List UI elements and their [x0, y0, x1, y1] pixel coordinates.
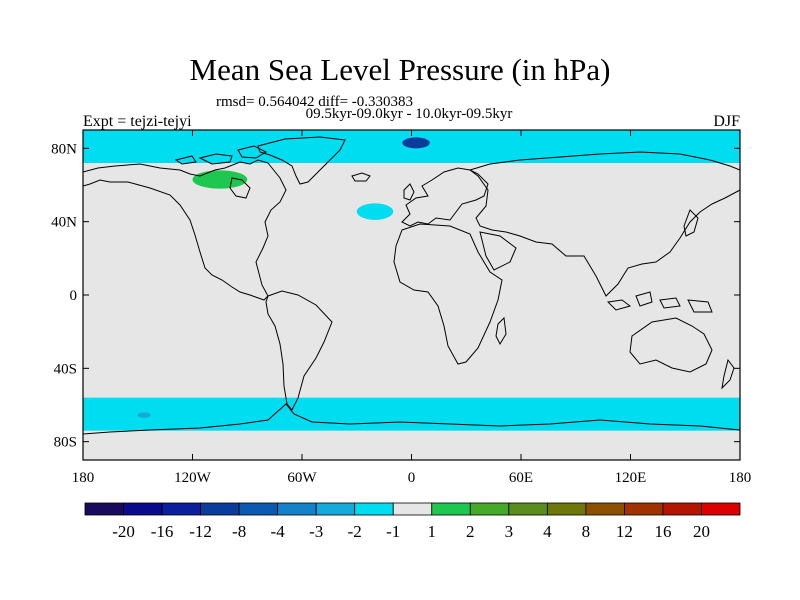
colorbar-swatch-7 [354, 502, 394, 516]
period-text: 09.5kyr-09.0kyr - 10.0kyr-09.5kyr [305, 106, 513, 122]
colorbar-swatch-5 [277, 502, 317, 516]
colorbar-swatch-8 [392, 502, 433, 516]
coastline-british-isles [403, 183, 415, 201]
colorbar-swatch-4 [238, 502, 279, 516]
colorbar-swatch-1 [123, 502, 163, 516]
x-tick-label-2: 60W [287, 470, 317, 486]
x-tick-label-0: 180 [72, 470, 95, 486]
colorbar-label-10: 3 [505, 522, 514, 541]
colorbar-label-3: -8 [232, 522, 246, 541]
coastline-antarctica [83, 403, 740, 435]
y-tick-label-0: 80N [51, 141, 77, 157]
y-tick-label-2: 0 [70, 288, 78, 304]
stats-text: rmsd= 0.564042 diff= -0.330383 [216, 94, 414, 110]
colorbar-swatch-3 [200, 502, 240, 516]
coastline-greenland [257, 136, 346, 185]
colorbar-label-7: -1 [386, 522, 400, 541]
colorbar-label-11: 4 [543, 522, 552, 541]
x-tick-label-1: 120W [174, 470, 212, 486]
colorbar-swatch-11 [508, 502, 548, 516]
coastline-asia [468, 151, 740, 297]
anomaly-region-3 [402, 137, 430, 149]
coastline-africa [393, 223, 503, 365]
axis-ticks: 180 120W 60W 0 60E 120E 180 80N 40N 0 40S 80S [51, 130, 751, 486]
colorbar-label-12: 8 [582, 522, 591, 541]
coastline-canadian-islands [174, 145, 268, 165]
colorbar-label-13: 12 [616, 522, 633, 541]
x-tick-label-3: 0 [408, 470, 416, 486]
colorbar-label-15: 20 [693, 522, 710, 541]
coastline-north-america [83, 159, 287, 301]
y-tick-label-4: 80S [54, 435, 77, 451]
season-label: DJF [713, 113, 740, 130]
colorbar-swatch-15 [662, 502, 702, 516]
colorbar-label-6: -2 [348, 522, 362, 541]
colorbar-swatch-9 [431, 502, 471, 516]
x-tick-label-5: 120E [615, 470, 647, 486]
colorbar-label-0: -20 [112, 522, 135, 541]
experiment-label: Expt = tejzi-tejyi [83, 113, 192, 130]
coastline-madagascar [495, 316, 507, 346]
coastline-new-zealand [721, 358, 735, 390]
colorbar-label-5: -3 [309, 522, 323, 541]
colorbar-swatch-6 [315, 502, 356, 516]
colorbar-swatch-16 [701, 502, 741, 516]
anomaly-region-0 [83, 397, 740, 431]
coastline-indonesia [606, 291, 713, 313]
colorbar-swatch-2 [161, 502, 201, 516]
colorbar-swatch-12 [546, 502, 587, 516]
colorbar-swatch-14 [624, 502, 664, 516]
colorbar-label-4: -4 [271, 522, 286, 541]
y-tick-label-1: 40N [51, 215, 77, 231]
coastline-arabia [479, 231, 517, 271]
coastline-iceland [351, 172, 371, 182]
anomaly-region-5 [192, 170, 248, 189]
anomaly-region-4 [356, 203, 394, 220]
coastline-hudson-bay [229, 177, 251, 199]
y-tick-label-3: 40S [54, 361, 77, 377]
colorbar-label-1: -16 [151, 522, 174, 541]
colorbar: -20 -16 -12 -8 -4 -3 -2 -1 1 2 3 4 8 12 16 20 [84, 502, 741, 541]
colorbar-label-14: 16 [654, 522, 671, 541]
coastline-japan [683, 209, 699, 237]
colorbar-label-2: -12 [189, 522, 212, 541]
colorbar-swatch-0 [84, 502, 124, 516]
coastline-south-america [265, 290, 333, 411]
colorbar-swatch-13 [585, 502, 625, 516]
x-tick-label-6: 180 [729, 470, 752, 486]
anomaly-region-1 [137, 412, 151, 418]
coastline-europe [401, 167, 489, 227]
colorbar-swatch-10 [469, 502, 510, 516]
colorbar-label-8: 1 [428, 522, 437, 541]
coastlines [83, 136, 740, 435]
x-tick-label-4: 60E [509, 470, 533, 486]
coastline-australia [629, 317, 713, 373]
chart-title: Mean Sea Level Pressure (in hPa) [189, 52, 611, 87]
colorbar-label-9: 2 [466, 522, 475, 541]
